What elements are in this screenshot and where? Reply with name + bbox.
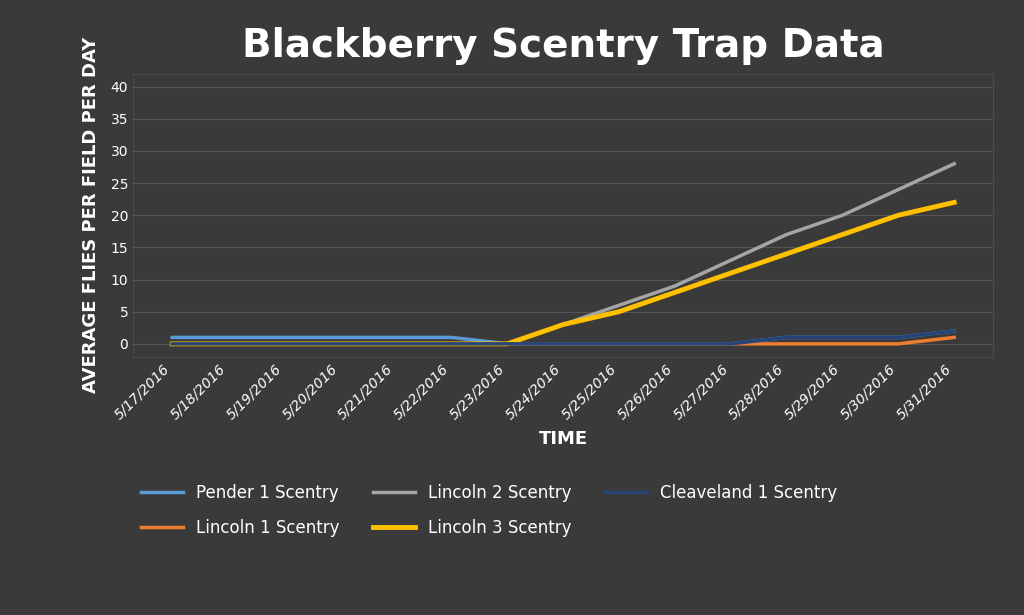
- Pender 1 Scentry: [948, 327, 961, 335]
- Lincoln 2 Scentry: [166, 340, 178, 347]
- Cleaveland 1 Scentry: [278, 340, 290, 347]
- Lincoln 2 Scentry: [334, 340, 346, 347]
- Lincoln 2 Scentry: [445, 340, 458, 347]
- Lincoln 3 Scentry: [837, 231, 849, 238]
- Pender 1 Scentry: [389, 334, 401, 341]
- Pender 1 Scentry: [780, 334, 793, 341]
- Lincoln 2 Scentry: [948, 160, 961, 167]
- Lincoln 3 Scentry: [445, 340, 458, 347]
- Lincoln 1 Scentry: [948, 334, 961, 341]
- Lincoln 3 Scentry: [278, 340, 290, 347]
- Pender 1 Scentry: [613, 340, 626, 347]
- Lincoln 3 Scentry: [948, 199, 961, 206]
- Cleaveland 1 Scentry: [557, 340, 569, 347]
- Lincoln 1 Scentry: [557, 340, 569, 347]
- Lincoln 3 Scentry: [557, 321, 569, 328]
- Pender 1 Scentry: [278, 334, 290, 341]
- Line: Lincoln 2 Scentry: Lincoln 2 Scentry: [172, 164, 954, 344]
- Lincoln 3 Scentry: [725, 269, 737, 277]
- Lincoln 1 Scentry: [222, 340, 234, 347]
- Cleaveland 1 Scentry: [837, 334, 849, 341]
- Lincoln 2 Scentry: [892, 186, 904, 193]
- Lincoln 3 Scentry: [892, 212, 904, 219]
- Line: Cleaveland 1 Scentry: Cleaveland 1 Scentry: [172, 331, 954, 344]
- Lincoln 1 Scentry: [892, 340, 904, 347]
- Lincoln 3 Scentry: [501, 340, 513, 347]
- Legend: Pender 1 Scentry, Lincoln 1 Scentry, Lincoln 2 Scentry, Lincoln 3 Scentry, Cleav: Pender 1 Scentry, Lincoln 1 Scentry, Lin…: [141, 484, 838, 536]
- Lincoln 1 Scentry: [780, 340, 793, 347]
- Cleaveland 1 Scentry: [948, 327, 961, 335]
- Lincoln 1 Scentry: [669, 340, 681, 347]
- Cleaveland 1 Scentry: [389, 340, 401, 347]
- Cleaveland 1 Scentry: [445, 340, 458, 347]
- Pender 1 Scentry: [445, 334, 458, 341]
- Lincoln 2 Scentry: [780, 231, 793, 238]
- Lincoln 1 Scentry: [613, 340, 626, 347]
- Pender 1 Scentry: [837, 334, 849, 341]
- Lincoln 1 Scentry: [725, 340, 737, 347]
- Lincoln 1 Scentry: [166, 340, 178, 347]
- Cleaveland 1 Scentry: [166, 340, 178, 347]
- Cleaveland 1 Scentry: [501, 340, 513, 347]
- Title: Blackberry Scentry Trap Data: Blackberry Scentry Trap Data: [242, 27, 885, 65]
- Lincoln 2 Scentry: [725, 256, 737, 264]
- Cleaveland 1 Scentry: [222, 340, 234, 347]
- Lincoln 2 Scentry: [613, 301, 626, 309]
- Lincoln 1 Scentry: [501, 340, 513, 347]
- Lincoln 1 Scentry: [445, 340, 458, 347]
- Lincoln 3 Scentry: [613, 308, 626, 315]
- Cleaveland 1 Scentry: [334, 340, 346, 347]
- Pender 1 Scentry: [669, 340, 681, 347]
- Cleaveland 1 Scentry: [725, 340, 737, 347]
- Lincoln 1 Scentry: [837, 340, 849, 347]
- X-axis label: TIME: TIME: [539, 430, 588, 448]
- Lincoln 2 Scentry: [669, 282, 681, 290]
- Lincoln 1 Scentry: [389, 340, 401, 347]
- Pender 1 Scentry: [725, 340, 737, 347]
- Lincoln 2 Scentry: [501, 340, 513, 347]
- Line: Lincoln 1 Scentry: Lincoln 1 Scentry: [172, 338, 954, 344]
- Lincoln 3 Scentry: [166, 340, 178, 347]
- Cleaveland 1 Scentry: [780, 334, 793, 341]
- Pender 1 Scentry: [334, 334, 346, 341]
- Line: Lincoln 3 Scentry: Lincoln 3 Scentry: [172, 202, 954, 344]
- Y-axis label: AVERAGE FLIES PER FIELD PER DAY: AVERAGE FLIES PER FIELD PER DAY: [82, 37, 99, 394]
- Lincoln 2 Scentry: [837, 212, 849, 219]
- Lincoln 3 Scentry: [334, 340, 346, 347]
- Lincoln 3 Scentry: [669, 288, 681, 296]
- Lincoln 2 Scentry: [278, 340, 290, 347]
- Pender 1 Scentry: [166, 334, 178, 341]
- Pender 1 Scentry: [501, 340, 513, 347]
- Pender 1 Scentry: [892, 334, 904, 341]
- Lincoln 3 Scentry: [780, 250, 793, 258]
- Lincoln 1 Scentry: [278, 340, 290, 347]
- Pender 1 Scentry: [557, 340, 569, 347]
- Cleaveland 1 Scentry: [613, 340, 626, 347]
- Cleaveland 1 Scentry: [892, 334, 904, 341]
- Lincoln 3 Scentry: [222, 340, 234, 347]
- Lincoln 3 Scentry: [389, 340, 401, 347]
- Lincoln 2 Scentry: [222, 340, 234, 347]
- Lincoln 2 Scentry: [557, 321, 569, 328]
- Pender 1 Scentry: [222, 334, 234, 341]
- Lincoln 1 Scentry: [334, 340, 346, 347]
- Lincoln 2 Scentry: [389, 340, 401, 347]
- Line: Pender 1 Scentry: Pender 1 Scentry: [172, 331, 954, 344]
- Cleaveland 1 Scentry: [669, 340, 681, 347]
